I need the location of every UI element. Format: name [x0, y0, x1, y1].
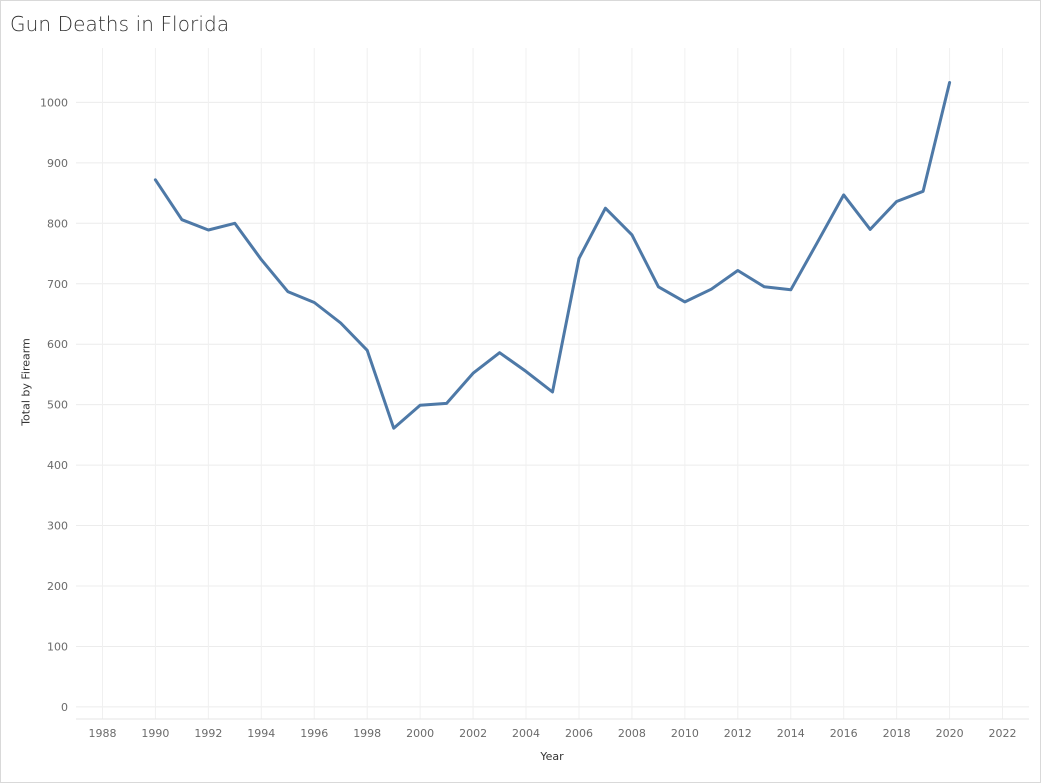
x-tick-label: 2016: [830, 727, 858, 740]
x-tick-label: 2014: [777, 727, 805, 740]
x-tick-label: 1988: [88, 727, 116, 740]
y-tick-label: 400: [47, 459, 68, 472]
chart-title: Gun Deaths in Florida: [10, 12, 230, 36]
x-tick-label: 1990: [141, 727, 169, 740]
x-tick-label: 2008: [618, 727, 646, 740]
x-tick-label: 2018: [883, 727, 911, 740]
x-tick-label: 1992: [194, 727, 222, 740]
x-tick-label: 2004: [512, 727, 540, 740]
x-tick-label: 2002: [459, 727, 487, 740]
x-tick-label: 2006: [565, 727, 593, 740]
y-tick-label: 500: [47, 399, 68, 412]
y-tick-label: 900: [47, 157, 68, 170]
x-tick-label: 2012: [724, 727, 752, 740]
x-tick-label: 2020: [936, 727, 964, 740]
axis-ticks: 0 100 200 300 400 500 600 700 800 900 1000 1988 1990…: [40, 96, 1017, 740]
y-tick-label: 0: [61, 701, 68, 714]
x-tick-label: 1996: [300, 727, 328, 740]
y-tick-label: 700: [47, 278, 68, 291]
x-axis-label: Year: [540, 750, 564, 763]
series: [153, 81, 952, 430]
y-tick-label: 200: [47, 580, 68, 593]
x-tick-label: 2010: [671, 727, 699, 740]
x-tick-label: 2022: [989, 727, 1017, 740]
x-tick-label: 2000: [406, 727, 434, 740]
y-tick-label: 100: [47, 640, 68, 653]
x-tick-label: 1994: [247, 727, 275, 740]
grid: [76, 48, 1029, 720]
y-tick-label: 800: [47, 217, 68, 230]
x-tick-label: 1998: [353, 727, 381, 740]
y-tick-label: 600: [47, 338, 68, 351]
y-tick-label: 300: [47, 520, 68, 533]
series-line: [153, 81, 952, 430]
y-tick-label: 1000: [40, 96, 68, 109]
